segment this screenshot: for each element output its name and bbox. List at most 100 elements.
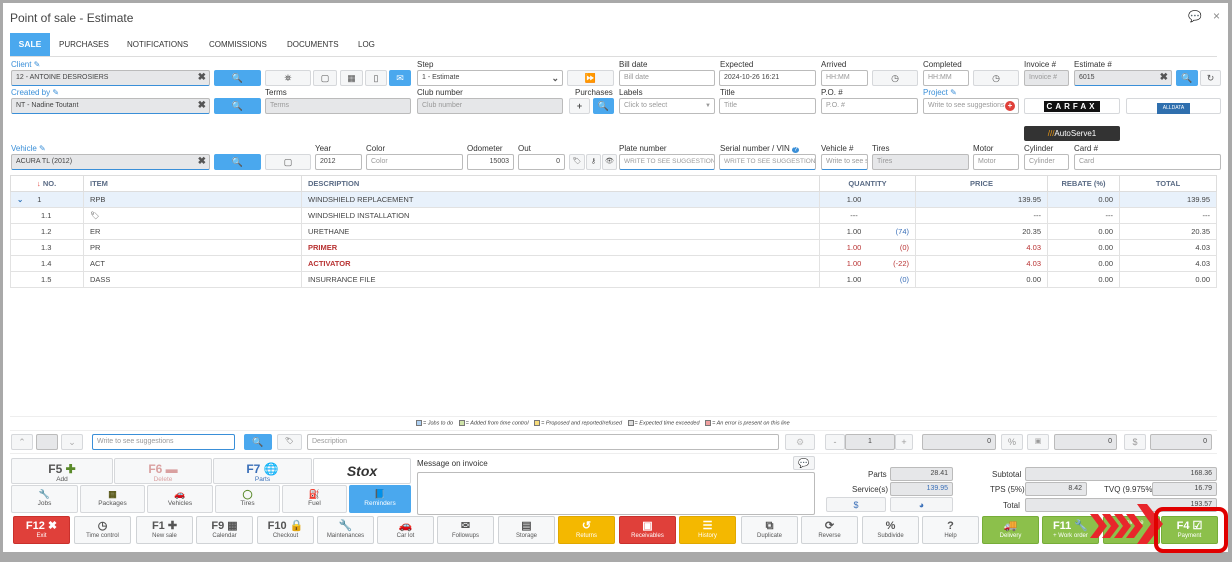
work-order-button[interactable]: F11 🔧 + Work order xyxy=(1042,516,1099,544)
title-field[interactable]: Title xyxy=(719,98,816,114)
close-icon[interactable]: × xyxy=(1213,9,1221,23)
packages-button[interactable]: ▦ Packages xyxy=(80,485,145,513)
labels-select[interactable]: Click to select ▼ xyxy=(619,98,715,114)
binoculars-button[interactable]: ⛯ xyxy=(265,70,311,86)
step-select[interactable]: 1 - Estimate ⌄ xyxy=(417,70,563,86)
tab-documents[interactable]: DOCUMENTS xyxy=(287,40,339,49)
key-button[interactable]: ⚷ xyxy=(586,154,601,170)
autoserve-button[interactable]: ///AutoServe1 xyxy=(1024,126,1120,141)
checkout-button[interactable]: F10 🔒 Checkout xyxy=(257,516,314,544)
message-textarea[interactable] xyxy=(417,472,815,515)
club-field[interactable]: Club number xyxy=(417,98,563,114)
tab-commissions[interactable]: COMMISSIONS xyxy=(209,40,267,49)
refresh-button[interactable]: ↻ xyxy=(1200,70,1221,86)
maintenances-button[interactable]: 🔧 Maintenances xyxy=(317,516,374,544)
vehicle-note-button[interactable]: ▢ xyxy=(265,154,311,170)
move-up-button[interactable]: ⌃ xyxy=(11,434,33,450)
qty-plus-button[interactable]: + xyxy=(895,434,913,450)
move-down-button[interactable]: ⌄ xyxy=(61,434,83,450)
calendar-button[interactable]: ▦ xyxy=(340,70,363,86)
percent-button[interactable]: % xyxy=(1001,434,1023,450)
year-field[interactable]: 2012 xyxy=(315,154,362,170)
help-icon[interactable]: ? xyxy=(792,147,800,153)
terms-field[interactable]: Terms xyxy=(265,98,411,114)
clear-icon[interactable]: ✖ xyxy=(197,72,206,83)
tag-button[interactable]: 🏷 xyxy=(569,154,585,170)
receivables-button[interactable]: ▣ Receivables xyxy=(619,516,676,544)
jobs-button[interactable]: 🔧 Jobs xyxy=(11,485,78,513)
col-no[interactable]: ↓ NO. xyxy=(10,175,84,192)
gear-button[interactable]: ⚙ xyxy=(785,434,815,450)
tab-purchases[interactable]: PURCHASES xyxy=(59,40,109,49)
col-quantity[interactable]: QUANTITY xyxy=(819,175,916,192)
client-field[interactable]: 12 - ANTOINE DESROSIERS ✖ xyxy=(11,70,210,86)
arrived-clock-button[interactable]: ◷ xyxy=(872,70,918,86)
carfax-button[interactable]: CARFAX xyxy=(1024,98,1120,114)
add-button[interactable]: F5 ✚ Add xyxy=(11,458,113,484)
tires-button[interactable]: ◯ Tires xyxy=(215,485,280,513)
out-field[interactable]: 0 xyxy=(518,154,565,170)
vehicle-field[interactable]: ACURA TL (2012) ✖ xyxy=(11,154,210,170)
reminders-button[interactable]: 📘 Reminders xyxy=(349,485,411,513)
table-row[interactable]: 1.4 ACT ACTIVATOR 1.00 (-22) 4.03 0.00 4.03 xyxy=(10,255,1217,272)
followups-button[interactable]: ✉ Followups xyxy=(437,516,494,544)
dollar-button[interactable]: $ xyxy=(826,497,886,512)
col-description[interactable]: DESCRIPTION xyxy=(301,175,820,192)
cylinder-field[interactable]: Cylinder xyxy=(1024,154,1069,170)
arrived-field[interactable]: HH:MM xyxy=(821,70,868,86)
comments-icon[interactable]: 💬 xyxy=(1188,11,1202,23)
table-row[interactable]: 1.5 DASS INSURRANCE FILE 1.00 (0) 0.00 0.00 0.0… xyxy=(10,271,1217,288)
estimate-field[interactable]: 6015 ✖ xyxy=(1074,70,1172,86)
client-search-button[interactable]: 🔍 xyxy=(214,70,261,86)
project-field[interactable]: Write to see suggestions + xyxy=(923,98,1019,114)
item-search-button[interactable]: 🔍 xyxy=(244,434,272,450)
new-sale-button[interactable]: F1 ✚ New sale xyxy=(136,516,193,544)
parts-button[interactable]: F7 🌐 Parts xyxy=(213,458,312,484)
purchase-search-button[interactable]: 🔍 xyxy=(593,98,614,114)
alldata-button[interactable]: ALLDATA xyxy=(1126,98,1221,114)
add-project-icon[interactable]: + xyxy=(1005,101,1015,111)
vehicles-button[interactable]: 🚗 Vehicles xyxy=(147,485,213,513)
clear-icon[interactable]: ✖ xyxy=(197,156,206,167)
plate-field[interactable]: WRITE TO SEE SUGGESTIONS xyxy=(619,154,715,170)
email-button[interactable]: ✉ xyxy=(389,70,411,86)
po-field[interactable]: P.O. # xyxy=(821,98,918,114)
tab-log[interactable]: LOG xyxy=(358,40,375,49)
col-rebate[interactable]: REBATE (%) xyxy=(1047,175,1120,192)
clear-icon[interactable]: ✖ xyxy=(197,100,206,111)
tab-sale[interactable]: SALE xyxy=(10,33,50,56)
mobile-button[interactable]: ▯ xyxy=(365,70,387,86)
comment-button[interactable]: 💬 xyxy=(793,456,815,470)
bill-date-field[interactable]: Bill date xyxy=(619,70,715,86)
tires-field[interactable]: Tires xyxy=(872,154,969,170)
created-by-field[interactable]: NT - Nadine Toutant ✖ xyxy=(11,98,210,114)
rebate-input[interactable]: 0 xyxy=(1054,434,1117,450)
col-total[interactable]: TOTAL xyxy=(1119,175,1217,192)
qty-minus-button[interactable]: - xyxy=(825,434,845,450)
help-button[interactable]: ? Help xyxy=(922,516,979,544)
table-row[interactable]: 1.3 PR PRIMER 1.00 (0) 4.03 0.00 4.03 xyxy=(10,239,1217,256)
vehicle-label[interactable]: Vehicle ✎ xyxy=(11,144,46,153)
delete-button[interactable]: F6 ▬ Delete xyxy=(114,458,212,484)
add-purchase-button[interactable]: + xyxy=(569,98,590,114)
time-control-button[interactable]: ◷ Time control xyxy=(74,516,131,544)
dollar-button[interactable]: $ xyxy=(1124,434,1146,450)
item-suggest-input[interactable]: Write to see suggestions xyxy=(92,434,235,450)
chevron-down-icon[interactable]: ⌄ xyxy=(17,195,24,204)
estimate-search-button[interactable]: 🔍 xyxy=(1176,70,1198,86)
expected-field[interactable]: 2024-10-26 16:21 xyxy=(719,70,816,86)
motor-field[interactable]: Motor xyxy=(973,154,1019,170)
car-lot-button[interactable]: 🚗 Car lot xyxy=(377,516,434,544)
vin-field[interactable]: WRITE TO SEE SUGGESTIONS xyxy=(719,154,816,170)
duplicate-button[interactable]: ⧉ Duplicate xyxy=(741,516,798,544)
quantity-stepper[interactable]: 1 xyxy=(845,434,895,450)
card-field[interactable]: Card xyxy=(1074,154,1221,170)
next-step-button[interactable]: ⏩ xyxy=(567,70,614,86)
project-label[interactable]: Project ✎ xyxy=(923,88,957,97)
vehicle-search-button[interactable]: 🔍 xyxy=(214,154,261,170)
money-button[interactable]: ▣ xyxy=(1027,434,1049,450)
reverse-button[interactable]: ⟳ Reverse xyxy=(801,516,858,544)
table-row[interactable]: 1.1 🏷 WINDSHIELD INSTALLATION --- --- --- --- xyxy=(10,207,1217,224)
created-by-label[interactable]: Created by ✎ xyxy=(11,88,60,97)
description-input[interactable]: Description xyxy=(307,434,779,450)
